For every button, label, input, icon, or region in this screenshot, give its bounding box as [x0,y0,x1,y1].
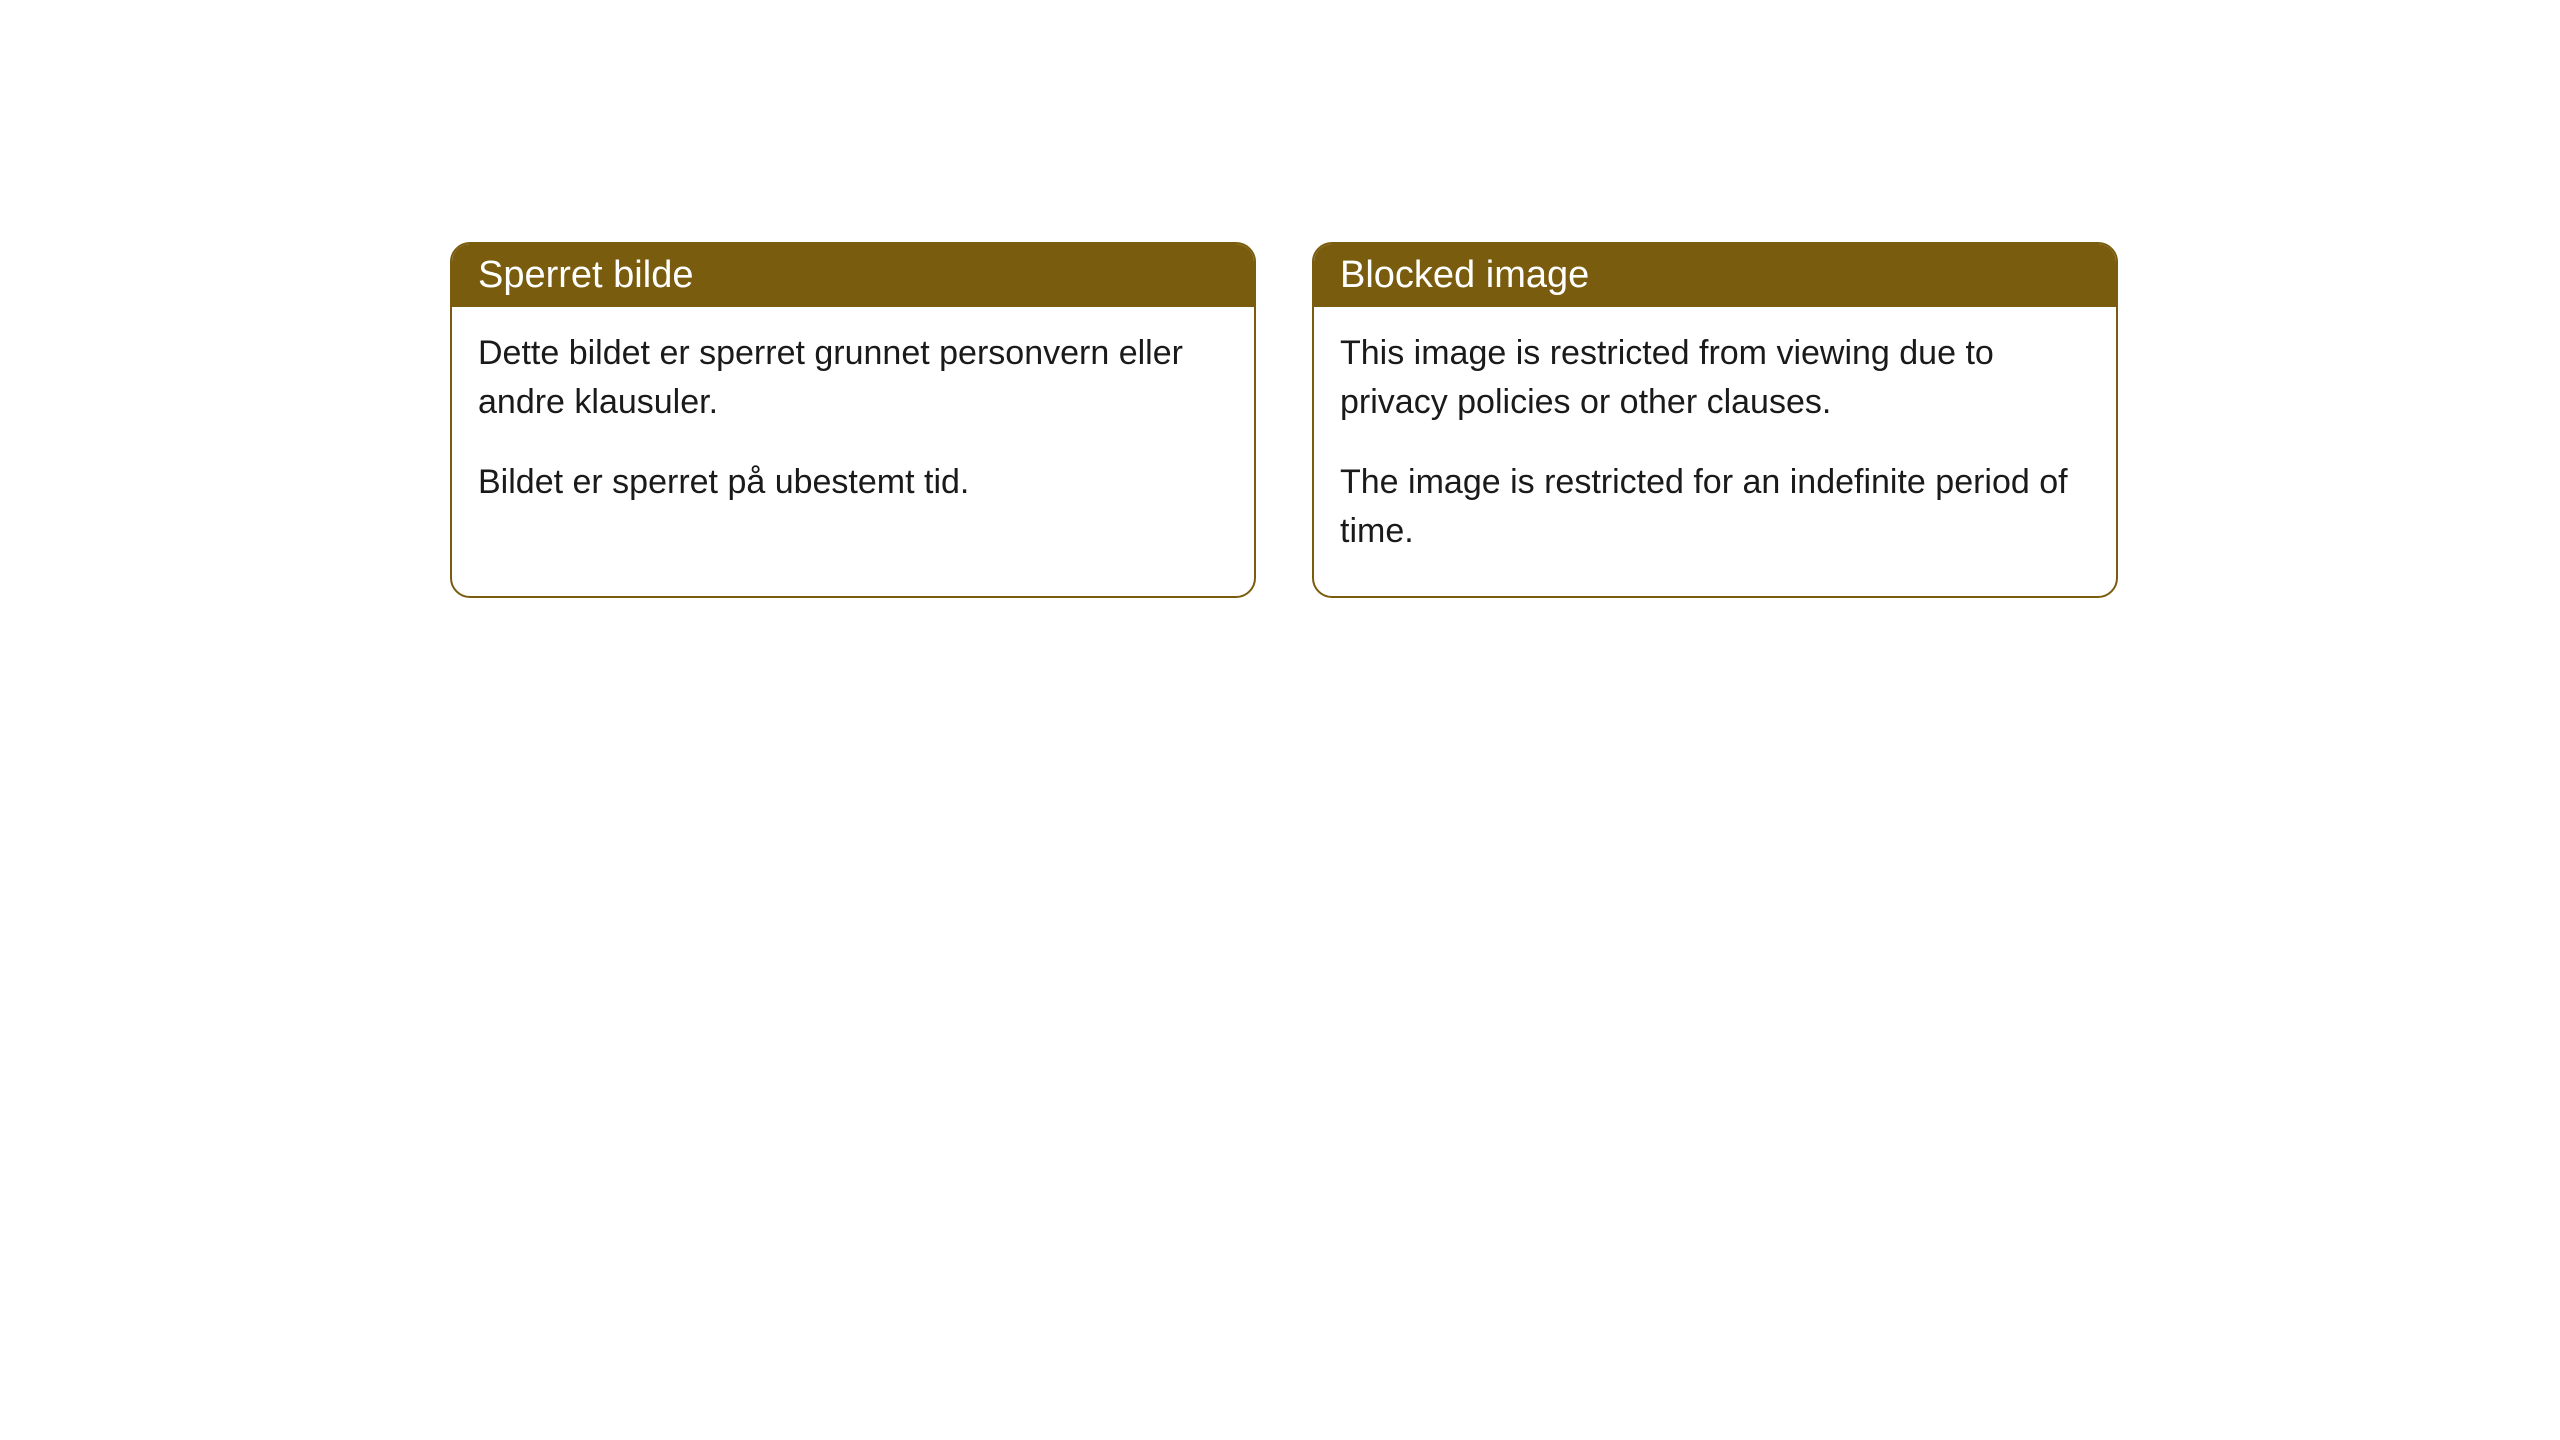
notice-card-norwegian: Sperret bilde Dette bildet er sperret gr… [450,242,1256,598]
card-body: Dette bildet er sperret grunnet personve… [452,307,1254,547]
card-title: Blocked image [1340,254,1589,296]
card-paragraph: Bildet er sperret på ubestemt tid. [478,458,1228,507]
notice-card-english: Blocked image This image is restricted f… [1312,242,2118,598]
card-paragraph: The image is restricted for an indefinit… [1340,458,2090,557]
card-title: Sperret bilde [478,254,693,296]
card-header: Blocked image [1314,244,2116,307]
card-body: This image is restricted from viewing du… [1314,307,2116,596]
card-paragraph: Dette bildet er sperret grunnet personve… [478,329,1228,428]
notice-cards-container: Sperret bilde Dette bildet er sperret gr… [450,242,2118,598]
card-paragraph: This image is restricted from viewing du… [1340,329,2090,428]
card-header: Sperret bilde [452,244,1254,307]
